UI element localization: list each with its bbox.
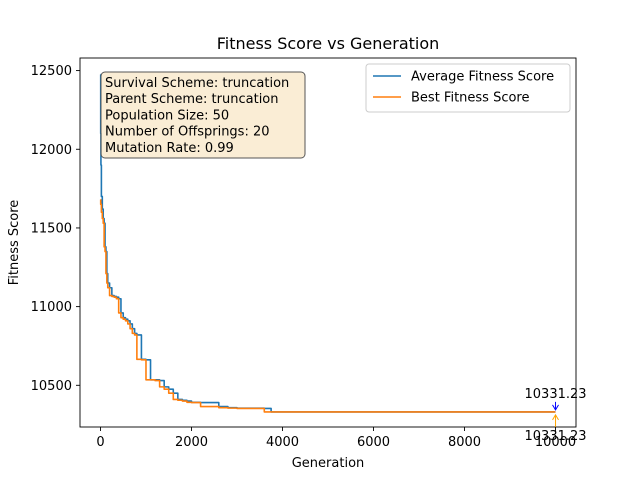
info-box-line: Survival Scheme: truncation (105, 76, 289, 91)
plot-area: 0 2000 4000 6000 8000 10000 10500 11000 11500 120… (31, 57, 587, 450)
x-tick-label: 2000 (175, 435, 208, 450)
y-tick-label: 11000 (31, 300, 72, 315)
info-box-line: Population Size: 50 (105, 108, 229, 123)
y-tick-label: 11500 (31, 221, 72, 236)
x-tick-label: 10000 (535, 435, 576, 450)
annotation-label-best: 10331.23 (525, 429, 587, 444)
annotation-arrow-head-best (552, 413, 559, 421)
x-tick-label: 6000 (357, 435, 390, 450)
annotation-label-average: 10331.23 (525, 387, 587, 402)
x-tick-label: 4000 (266, 435, 299, 450)
y-tick-label: 12000 (31, 143, 72, 158)
axes-frame (79, 57, 577, 428)
legend-label-average: Average Fitness Score (411, 70, 554, 85)
legend-box (365, 63, 571, 113)
x-tick-label: 8000 (448, 435, 481, 450)
series-line-best-fitness (99, 198, 556, 413)
y-tick-label: 10500 (31, 379, 72, 394)
info-box (100, 71, 306, 159)
info-box-line: Number of Offsprings: 20 (105, 125, 270, 140)
info-box-line: Mutation Rate: 0.99 (105, 141, 234, 156)
x-tick-label: 0 (96, 435, 104, 450)
series-line-average-fitness (99, 73, 556, 413)
chart-title: Fitness Score vs Generation (217, 34, 440, 53)
info-box-line: Parent Scheme: truncation (105, 92, 279, 107)
x-axis-label: Generation (292, 456, 365, 471)
y-tick-label: 12500 (31, 64, 72, 79)
legend-label-best: Best Fitness Score (411, 91, 530, 106)
y-axis-label: Fitness Score (7, 200, 22, 286)
annotation-arrow-head-average (552, 404, 559, 411)
